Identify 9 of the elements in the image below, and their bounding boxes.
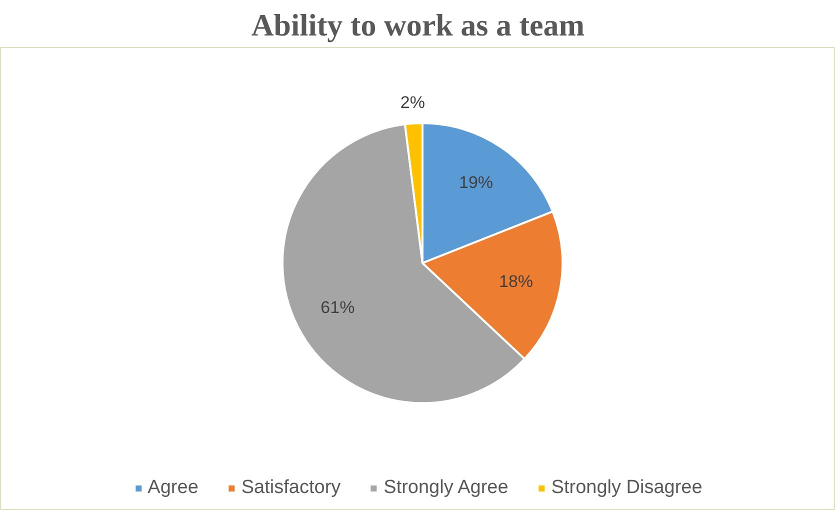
chart-title: Ability to work as a team <box>251 8 585 42</box>
legend-label: Agree <box>148 477 198 499</box>
legend-label: Strongly Disagree <box>551 477 702 499</box>
data-label: 19% <box>459 172 494 192</box>
legend-label: Strongly Agree <box>384 477 508 499</box>
data-label: 2% <box>400 92 425 112</box>
data-label: 61% <box>320 298 355 317</box>
legend-label: Satisfactory <box>241 477 341 499</box>
data-label: 18% <box>499 272 534 291</box>
